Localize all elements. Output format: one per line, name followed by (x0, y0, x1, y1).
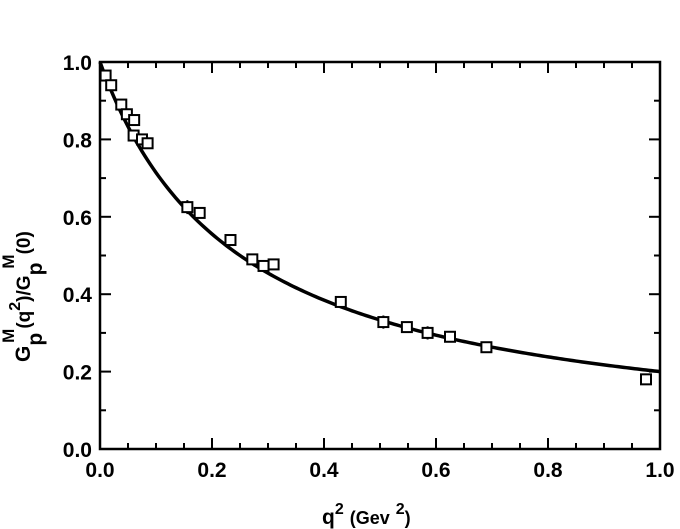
point-marker (99, 69, 112, 82)
data-point (128, 114, 141, 127)
point-marker (421, 326, 434, 339)
point-marker (400, 321, 413, 334)
data-point (640, 373, 652, 386)
point-marker (640, 373, 652, 386)
data-point (105, 79, 118, 92)
x-tick-label: 0.4 (309, 459, 339, 482)
x-tick-label: 0.8 (533, 459, 563, 482)
point-marker (193, 206, 206, 219)
data-point (267, 258, 280, 271)
data-point (181, 200, 194, 215)
point-marker (105, 79, 118, 92)
x-tick-label: 0.2 (197, 459, 226, 482)
data-point (444, 330, 456, 343)
point-marker (334, 295, 347, 308)
data-point (99, 69, 112, 82)
point-marker (257, 259, 270, 272)
y-tick-label: 0.0 (63, 439, 92, 462)
data-point (377, 315, 390, 329)
tick-labels: 0.0 0.2 0.4 0.6 0.8 1.0 0.0 0.2 0.4 0.6 0.8 1.0 (63, 52, 675, 482)
x-tick-label: 0.0 (85, 459, 114, 482)
x-tick-label: 0.6 (421, 459, 450, 482)
data-point (246, 253, 259, 266)
x-tick-label: 1.0 (645, 459, 674, 482)
data-point (400, 321, 413, 334)
point-marker (141, 137, 154, 150)
data-points-group (99, 69, 652, 386)
point-marker (181, 201, 194, 214)
data-point (480, 341, 493, 354)
point-marker (246, 253, 259, 266)
y-tick-label: 0.4 (63, 284, 93, 307)
data-point (257, 259, 270, 272)
point-marker (128, 114, 141, 127)
point-marker (444, 330, 456, 343)
point-marker (377, 316, 390, 329)
point-marker (115, 98, 128, 111)
y-tick-label: 0.2 (63, 362, 92, 385)
data-point (334, 295, 347, 308)
data-point (421, 326, 434, 340)
y-tick-label: 0.6 (63, 207, 92, 230)
ticks (99, 61, 661, 450)
data-point (224, 234, 237, 247)
y-axis-label: GpM(q2)/GpM(0) (0, 231, 47, 362)
point-marker (224, 234, 237, 247)
y-tick-label: 1.0 (63, 52, 92, 75)
data-point (141, 137, 154, 150)
x-axis-label: q2 (Gev 2) (322, 501, 411, 529)
data-point (193, 206, 206, 219)
point-marker (480, 341, 493, 354)
y-tick-label: 0.8 (63, 129, 93, 152)
point-marker (267, 258, 280, 271)
plot-frame (98, 60, 662, 451)
data-point (115, 98, 128, 111)
